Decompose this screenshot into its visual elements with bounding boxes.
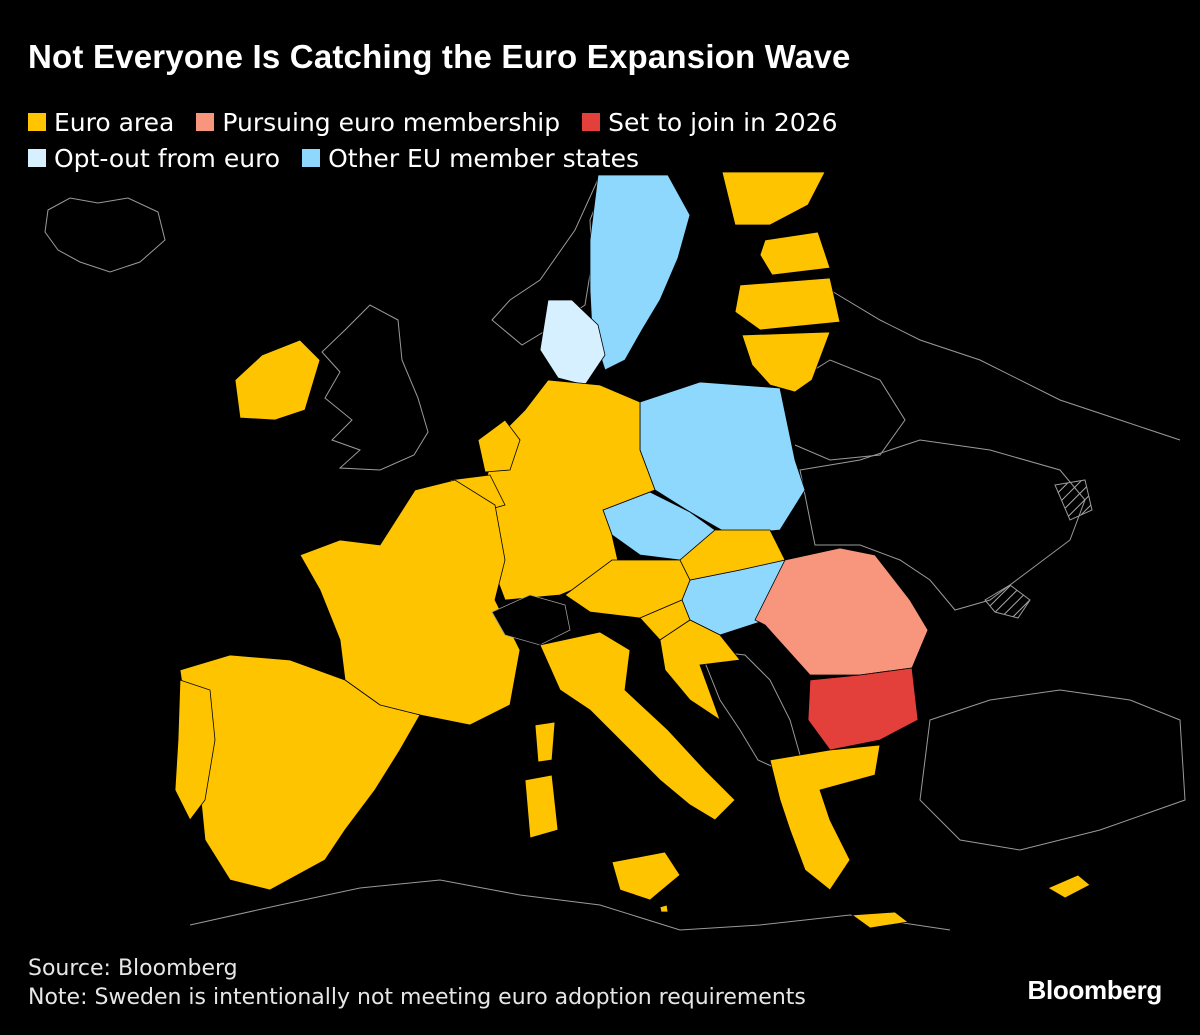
legend-row-1: Euro area Pursuing euro membership Set t…	[28, 104, 860, 140]
legend-swatch-other-eu	[302, 149, 321, 167]
footer: Source: Bloomberg Note: Sweden is intent…	[28, 954, 806, 1012]
crete	[850, 911, 909, 929]
denmark	[539, 299, 606, 386]
legend-item-opt-out: Opt-out from euro	[28, 144, 280, 173]
turkey-outline	[919, 689, 1186, 851]
chart-title: Not Everyone Is Catching the Euro Expans…	[28, 38, 851, 75]
sardinia	[524, 774, 559, 839]
legend-row-2: Opt-out from euro Other EU member states	[28, 140, 860, 176]
italy	[539, 631, 736, 821]
austria	[564, 559, 691, 619]
ireland	[234, 339, 321, 421]
iceland-outline	[44, 197, 166, 273]
portugal	[174, 679, 216, 821]
corsica	[534, 721, 556, 763]
uk-outline	[321, 304, 429, 471]
legend: Euro area Pursuing euro membership Set t…	[28, 104, 860, 176]
europe-map	[44, 171, 1186, 931]
bulgaria	[807, 667, 919, 751]
legend-swatch-opt-out	[28, 149, 46, 167]
legend-label: Set to join in 2026	[608, 107, 838, 137]
estonia	[759, 231, 831, 276]
greece	[769, 744, 881, 891]
sicily	[611, 851, 681, 901]
cyprus	[1047, 874, 1091, 899]
legend-label: Euro area	[54, 107, 175, 137]
legend-label: Pursuing euro membership	[222, 107, 561, 137]
legend-swatch-euro-area	[28, 113, 46, 131]
legend-swatch-set-to-join	[582, 113, 601, 131]
croatia	[659, 619, 741, 722]
legend-label: Other EU member states	[328, 143, 639, 173]
switzerland-gap	[491, 594, 571, 646]
legend-item-other-eu: Other EU member states	[302, 144, 639, 173]
legend-item-euro-area: Euro area	[28, 108, 174, 137]
north-africa-outline	[189, 879, 951, 931]
belarus-outline	[789, 359, 906, 461]
legend-swatch-pursuing	[196, 113, 215, 131]
donbas-hatch	[1054, 479, 1093, 521]
finland	[721, 171, 826, 226]
legend-item-set-to-join: Set to join in 2026	[582, 107, 838, 137]
source-text: Source: Bloomberg	[28, 956, 238, 981]
netherlands	[477, 419, 521, 473]
sweden	[589, 174, 691, 371]
lithuania	[741, 331, 831, 393]
legend-label: Opt-out from euro	[54, 143, 281, 173]
bloomberg-logo: Bloomberg	[1027, 975, 1162, 1005]
note-text: Note: Sweden is intentionally not meetin…	[28, 985, 806, 1010]
eu-countries	[174, 171, 1091, 929]
slovakia	[679, 529, 786, 581]
crimea-hatch	[984, 584, 1031, 619]
spain	[179, 654, 421, 891]
russia-outline	[829, 289, 1181, 441]
latvia	[734, 277, 841, 331]
ukraine-outline	[799, 439, 1086, 611]
malta	[659, 904, 669, 913]
legend-item-pursuing: Pursuing euro membership	[196, 108, 560, 137]
